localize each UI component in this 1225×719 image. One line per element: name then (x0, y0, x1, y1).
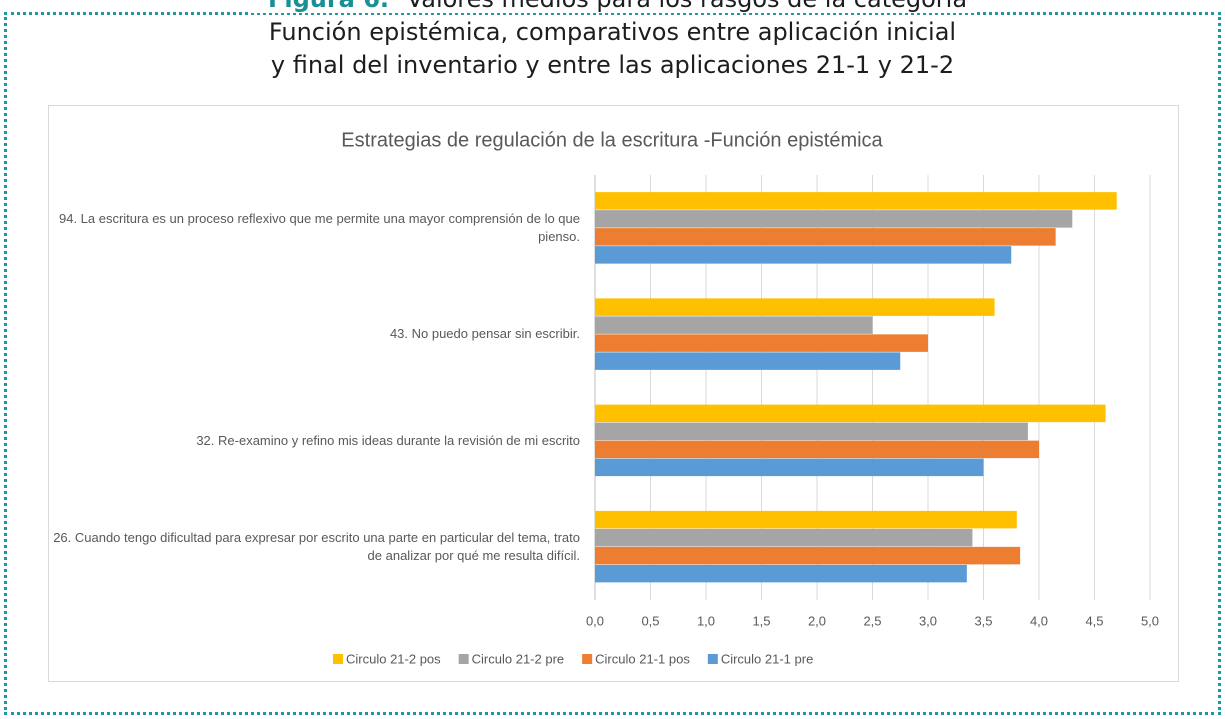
x-tick-label: 2,0 (808, 613, 826, 628)
category-label: 26. Cuando tengo dificultad para expresa… (53, 529, 580, 563)
category-label: 94. La escritura es un proceso reflexivo… (58, 211, 580, 245)
bar (595, 334, 928, 352)
x-tick-label: 1,0 (697, 613, 715, 628)
bar (595, 546, 1021, 565)
title-line: Valores medios para los rasgos de la cat… (406, 0, 968, 13)
bar (595, 210, 1073, 228)
figure-label: Figura 6. (257, 0, 400, 13)
title-line: Función epistémica, comparativos entre a… (258, 18, 967, 46)
legend-swatch (458, 654, 469, 664)
dotted-frame (4, 12, 1221, 715)
legend-swatch (707, 654, 718, 664)
bar (595, 528, 973, 547)
bar (595, 440, 1039, 459)
bar (595, 298, 995, 316)
legend-label: Circulo 21-1 pos (595, 651, 690, 666)
chart-title: Estrategias de regulación de la escritur… (341, 129, 883, 151)
bar (595, 352, 901, 370)
x-tick-label: 5,0 (1141, 613, 1159, 628)
x-tick-label: 3,0 (919, 613, 937, 628)
x-tick-label: 4,5 (1085, 613, 1103, 628)
bar (595, 510, 1017, 529)
bar (595, 316, 873, 334)
bar (595, 458, 984, 477)
bar (595, 246, 1012, 264)
x-tick-label: 1,5 (752, 613, 770, 628)
x-tick-label: 3,5 (974, 613, 992, 628)
legend-swatch (582, 654, 593, 664)
bar (595, 422, 1028, 441)
x-tick-label: 2,5 (863, 613, 881, 628)
legend-swatch (333, 654, 343, 664)
category-label: 32. Re-examino y refino mis ideas durant… (196, 432, 580, 448)
figure-header: Figura 6. Valores medios para los rasgos… (0, 0, 1225, 82)
bar (595, 192, 1117, 210)
legend-label: Circulo 21-2 pos (346, 651, 441, 666)
bar (595, 564, 967, 583)
title-line: y final del inventario y entre las aplic… (270, 51, 955, 79)
category-label: 43. No puedo pensar sin escribir. (389, 326, 580, 342)
legend-label: Circulo 21-1 pre (721, 651, 814, 666)
x-tick-label: 4,0 (1030, 613, 1048, 628)
bar (595, 404, 1106, 423)
bar (595, 228, 1056, 246)
x-tick-label: 0,0 (586, 613, 604, 628)
x-tick-label: 0,5 (641, 613, 659, 628)
legend-label: Circulo 21-2 pre (472, 651, 565, 666)
